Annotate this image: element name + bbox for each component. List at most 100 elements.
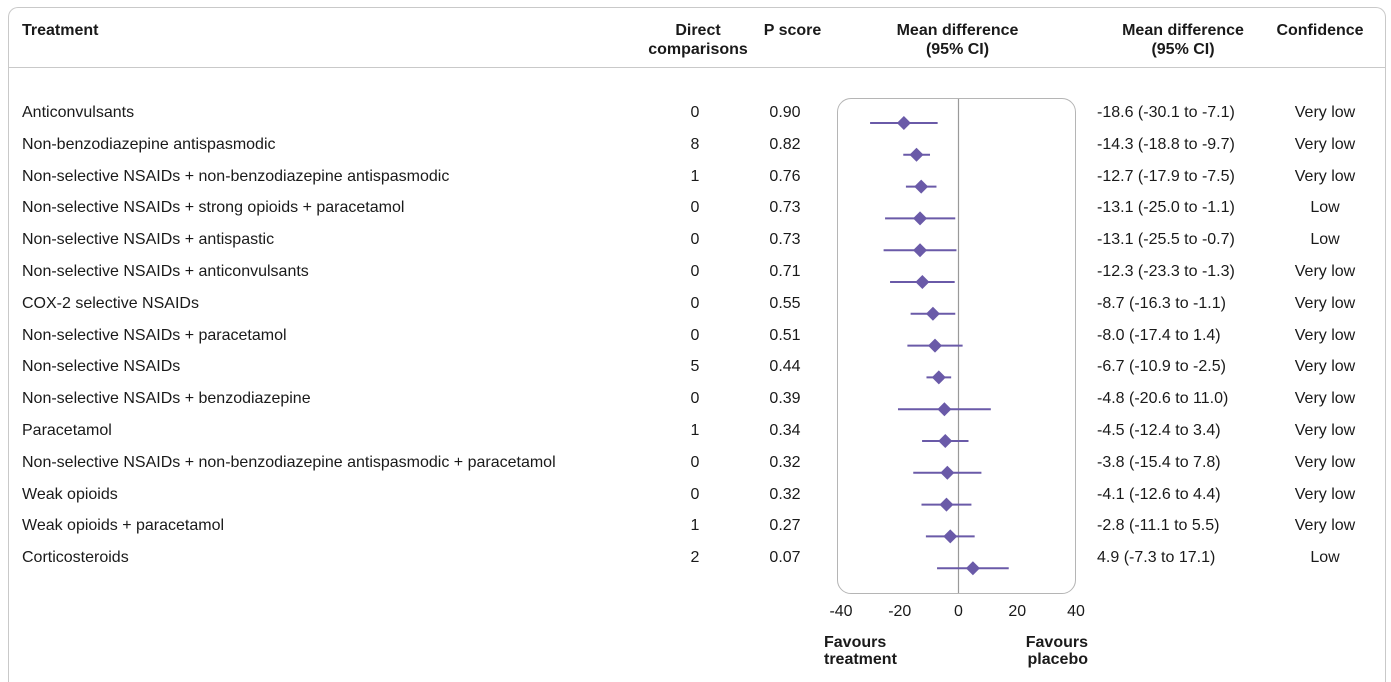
- estimate-diamond: [909, 147, 924, 162]
- header-pscore: P score: [763, 22, 822, 39]
- estimate-diamond: [939, 497, 954, 512]
- estimate-diamond: [928, 338, 942, 353]
- row-confidence: Very low: [1294, 453, 1356, 471]
- row-confidence: Very low: [1294, 517, 1356, 535]
- row-confidence: Very low: [1294, 167, 1356, 185]
- favours-treatment-line2: treatment: [824, 651, 897, 668]
- row-treatment-name: Paracetamol: [22, 422, 112, 439]
- row-direct-comparisons: 1: [690, 422, 700, 439]
- row-direct-comparisons: 0: [690, 199, 700, 217]
- estimate-diamond: [940, 465, 955, 480]
- row-confidence: Low: [1310, 549, 1340, 567]
- row-mean-difference-ci: -12.7 (-17.9 to -7.5): [1097, 167, 1235, 185]
- estimate-diamond: [915, 275, 930, 289]
- estimate-diamond: [896, 116, 911, 130]
- row-pscore: 0.44: [769, 358, 801, 376]
- header-confidence: Confidence: [1276, 22, 1364, 39]
- row-direct-comparisons: 5: [690, 358, 700, 376]
- row-confidence: Very low: [1294, 294, 1356, 312]
- row-treatment-name: Non-selective NSAIDs + antispastic: [22, 231, 275, 249]
- estimate-diamond: [937, 402, 952, 417]
- row-pscore: 0.07: [769, 549, 801, 567]
- row-pscore: 0.39: [769, 390, 801, 408]
- row-direct-comparisons: 8: [690, 135, 700, 153]
- row-direct-comparisons: 0: [690, 231, 700, 249]
- favours-placebo-line1: Favours: [1025, 634, 1088, 651]
- row-mean-difference-ci: -6.7 (-10.9 to -2.5): [1097, 358, 1226, 376]
- row-treatment-name: Anticonvulsants: [22, 104, 135, 121]
- row-direct-comparisons: 0: [690, 390, 700, 408]
- row-confidence: Very low: [1294, 358, 1356, 376]
- estimate-diamond: [931, 370, 946, 385]
- row-pscore: 0.90: [769, 104, 801, 121]
- row-treatment-name: Non-selective NSAIDs + paracetamol: [22, 326, 287, 344]
- row-confidence: Very low: [1294, 135, 1356, 153]
- row-confidence: Low: [1310, 199, 1340, 217]
- favours-placebo-line2: placebo: [1027, 651, 1088, 668]
- row-treatment-name: COX-2 selective NSAIDs: [22, 294, 199, 312]
- header-mean-difference-plot: Mean difference (95% CI): [850, 21, 1065, 59]
- row-mean-difference-ci: -8.0 (-17.4 to 1.4): [1097, 326, 1221, 344]
- row-treatment-name: Non-benzodiazepine antispasmodic: [22, 135, 276, 153]
- row-treatment-name: Non-selective NSAIDs + benzodiazepine: [22, 390, 311, 408]
- row-direct-comparisons: 0: [690, 326, 700, 344]
- row-direct-comparisons: 0: [690, 104, 700, 121]
- row-mean-difference-ci: 4.9 (-7.3 to 17.1): [1097, 549, 1216, 567]
- row-pscore: 0.55: [769, 294, 801, 312]
- row-direct-comparisons: 1: [690, 167, 700, 185]
- estimate-diamond: [914, 179, 929, 194]
- header-direct-comparisons: Direct comparisons: [628, 21, 768, 59]
- row-treatment-name: Non-selective NSAIDs + strong opioids + …: [22, 199, 405, 217]
- row-confidence: Very low: [1294, 104, 1356, 121]
- x-tick-label: -40: [829, 603, 852, 620]
- favours-placebo-label: Favours placebo: [1010, 634, 1088, 668]
- row-mean-difference-ci: -14.3 (-18.8 to -9.7): [1097, 135, 1235, 153]
- row-confidence: Very low: [1294, 263, 1356, 280]
- header-md-plot-line2: (95% CI): [925, 41, 990, 58]
- row-pscore: 0.73: [769, 231, 801, 249]
- forest-plot-frame: [837, 98, 1076, 594]
- estimate-diamond: [943, 529, 958, 544]
- estimate-diamond: [938, 434, 953, 448]
- row-confidence: Very low: [1294, 422, 1356, 439]
- row-treatment-name: Non-selective NSAIDs + non-benzodiazepin…: [22, 167, 450, 185]
- row-pscore: 0.32: [769, 485, 801, 503]
- x-tick-label: -20: [888, 603, 911, 620]
- row-direct-comparisons: 0: [690, 453, 700, 471]
- header-mean-difference-text: Mean difference (95% CI): [1098, 21, 1268, 59]
- row-pscore: 0.51: [769, 326, 801, 344]
- row-direct-comparisons: 0: [690, 263, 700, 280]
- row-mean-difference-ci: -13.1 (-25.0 to -1.1): [1097, 199, 1235, 217]
- row-treatment-name: Non-selective NSAIDs + non-benzodiazepin…: [22, 453, 556, 471]
- row-pscore: 0.73: [769, 199, 801, 217]
- header-treatment: Treatment: [22, 22, 99, 39]
- row-pscore: 0.82: [769, 135, 801, 153]
- estimate-diamond: [965, 561, 980, 576]
- row-confidence: Very low: [1294, 485, 1356, 503]
- header-md-text-line1: Mean difference: [1122, 22, 1244, 39]
- row-mean-difference-ci: -4.1 (-12.6 to 4.4): [1097, 485, 1221, 503]
- row-direct-comparisons: 0: [690, 485, 700, 503]
- row-mean-difference-ci: -8.7 (-16.3 to -1.1): [1097, 294, 1226, 312]
- row-pscore: 0.71: [769, 263, 801, 280]
- estimate-diamond: [913, 243, 928, 258]
- row-mean-difference-ci: -12.3 (-23.3 to -1.3): [1097, 263, 1235, 280]
- x-tick-label: 40: [1067, 603, 1085, 620]
- table-frame: [8, 7, 1386, 682]
- header-md-text-line2: (95% CI): [1151, 41, 1215, 58]
- x-tick-label: 20: [1008, 603, 1026, 620]
- row-pscore: 0.34: [769, 422, 801, 439]
- row-direct-comparisons: 1: [690, 517, 700, 535]
- row-treatment-name: Non-selective NSAIDs: [22, 358, 181, 376]
- row-pscore: 0.32: [769, 453, 801, 471]
- favours-treatment-label: Favours treatment: [824, 634, 897, 668]
- row-confidence: Very low: [1294, 390, 1356, 408]
- header-direct-line2: comparisons: [648, 41, 748, 58]
- row-mean-difference-ci: -4.5 (-12.4 to 3.4): [1097, 422, 1221, 439]
- favours-treatment-line1: Favours: [824, 634, 887, 651]
- header-md-plot-line1: Mean difference: [896, 22, 1019, 39]
- row-mean-difference-ci: -4.8 (-20.6 to 11.0): [1097, 390, 1229, 408]
- row-mean-difference-ci: -13.1 (-25.5 to -0.7): [1097, 231, 1235, 249]
- row-mean-difference-ci: -2.8 (-11.1 to 5.5): [1097, 517, 1220, 535]
